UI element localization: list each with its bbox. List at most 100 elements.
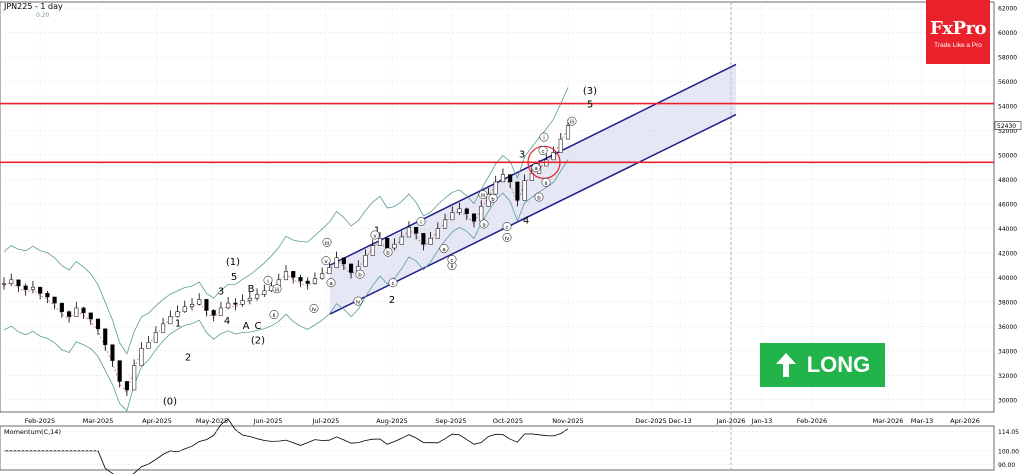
- minor-wave-label: iv: [312, 307, 318, 313]
- candle-body: [146, 341, 151, 349]
- minor-wave-circle: [370, 230, 380, 240]
- wave-label: B: [248, 284, 255, 295]
- minor-wave-circle: [479, 219, 489, 229]
- candle-body: [218, 307, 223, 316]
- wave-label: 4: [523, 216, 529, 227]
- candle-body: [320, 273, 325, 279]
- candle-body: [226, 302, 231, 309]
- candle-body: [464, 208, 469, 214]
- y-tick-label: 30000: [998, 397, 1017, 404]
- candle-body: [327, 267, 332, 274]
- minor-wave-label: c: [391, 281, 394, 287]
- x-tick-label: Jan-2026: [716, 417, 746, 425]
- minor-wave-label: b: [386, 251, 390, 257]
- y-tick-label: 42000: [998, 250, 1017, 257]
- x-tick-label: Mar-2025: [83, 417, 114, 425]
- y-tick-label: 48000: [998, 177, 1017, 184]
- candle-body: [23, 285, 28, 290]
- candle-body: [565, 125, 571, 140]
- candle-body: [233, 302, 238, 305]
- middle-band-line: [3, 127, 569, 394]
- chart-title: JPN225 - 1 day: [4, 2, 63, 11]
- minor-wave-circle: [531, 163, 541, 173]
- minor-wave-label: iii: [275, 287, 280, 293]
- wave-label: 1: [175, 318, 181, 329]
- wave-label: 5: [231, 272, 237, 283]
- y-tick-label: 46000: [998, 201, 1017, 208]
- x-tick-label: Mar-2026: [873, 417, 904, 425]
- wave-label: (2): [251, 335, 265, 346]
- minor-wave-circle: [502, 232, 512, 242]
- minor-wave-label: b: [491, 197, 495, 203]
- x-tick-label: Apr-2026: [950, 417, 980, 425]
- wave-label: A: [243, 321, 250, 332]
- momentum-label: Momentum(C,14): [4, 428, 61, 436]
- y-tick-label: 52000: [998, 128, 1017, 135]
- candle-body: [1, 283, 7, 285]
- candle-body: [558, 138, 563, 153]
- x-tick-label: Nov-2025: [552, 417, 583, 425]
- x-tick-label: May-2025: [196, 417, 228, 425]
- momentum-tick-label: 114.05: [998, 429, 1019, 436]
- minor-wave-label: b: [358, 273, 362, 279]
- minor-wave-label: iii: [325, 241, 330, 247]
- minor-wave-label: ii: [544, 181, 548, 187]
- momentum-tick-label: 100.00: [998, 448, 1019, 455]
- minor-wave-label: iv: [356, 300, 362, 306]
- candle-body: [515, 181, 520, 201]
- y-tick-label: 62000: [998, 6, 1017, 13]
- wave-label: (3): [583, 86, 597, 97]
- y-tick-label: 40000: [998, 275, 1017, 282]
- candle-body: [450, 212, 455, 221]
- x-tick-label: Jan-13: [751, 417, 773, 425]
- minor-wave-circle: [416, 217, 426, 226]
- minor-wave-circle: [383, 247, 393, 257]
- wave-label: 1: [374, 225, 380, 236]
- candle-body: [175, 311, 180, 317]
- long-label: LONG: [806, 352, 871, 377]
- minor-wave-circle: [541, 177, 551, 187]
- trend-channel-fill: [330, 64, 736, 315]
- wave-label: 3: [519, 149, 525, 160]
- minor-wave-circle: [439, 243, 449, 253]
- candle-body: [334, 257, 339, 268]
- candle-body: [247, 297, 252, 301]
- candle-body: [30, 286, 35, 290]
- candle-body: [471, 213, 477, 222]
- up-arrow-icon: [775, 353, 796, 377]
- minor-wave-label: i: [543, 136, 545, 142]
- wave-label: C: [255, 321, 262, 332]
- candle-body: [291, 271, 296, 278]
- y-tick-label: 36000: [998, 324, 1017, 331]
- y-tick-label: 60000: [998, 30, 1017, 37]
- candle-body: [59, 302, 64, 312]
- logo-brand: FxPro: [929, 18, 987, 39]
- minor-wave-label: c: [505, 225, 508, 231]
- minor-wave-label: a: [482, 222, 485, 228]
- candle-body: [500, 174, 505, 183]
- minor-wave-label: ii: [450, 264, 454, 270]
- candle-body: [74, 307, 79, 317]
- candle-body: [197, 299, 202, 305]
- candle-body: [305, 280, 310, 284]
- candle-body: [522, 180, 527, 201]
- lower-band-line: [3, 159, 569, 412]
- candle-body: [103, 328, 108, 345]
- channel-lower-line: [329, 113, 737, 315]
- minor-wave-label: c: [450, 258, 453, 264]
- minor-wave-circle: [567, 116, 577, 126]
- last-price-box: [994, 121, 1022, 130]
- minor-wave-label: i: [420, 220, 422, 226]
- wave-label: 2: [185, 353, 191, 364]
- candle-body: [283, 271, 289, 281]
- candle-body: [428, 237, 433, 245]
- minor-wave-label: a: [329, 281, 332, 287]
- candle-body: [204, 299, 209, 311]
- candle-body: [88, 312, 93, 320]
- x-tick-label: Dec-2025: [635, 417, 666, 425]
- minor-wave-circle: [269, 310, 279, 319]
- x-tick-label: Apr-2025: [142, 417, 172, 425]
- wave-label: 2: [389, 295, 395, 306]
- minor-wave-label: ii: [272, 313, 276, 319]
- minor-wave-label: a: [442, 247, 445, 253]
